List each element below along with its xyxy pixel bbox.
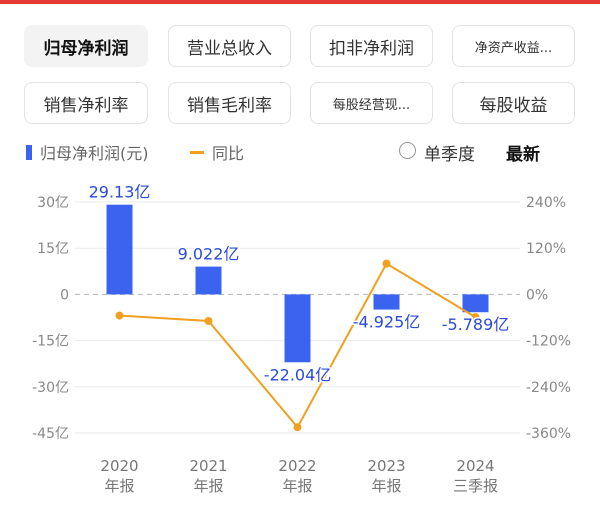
x-tick-label: 2024 <box>456 457 494 475</box>
x-tick-label: 2022 <box>278 457 316 475</box>
x-tick-label: 2023 <box>367 457 405 475</box>
legend-bar-swatch <box>26 144 32 160</box>
single-quarter-radio[interactable] <box>399 142 416 159</box>
y-left-tick-label: 30亿 <box>37 195 69 211</box>
tab-net-profit-deducted[interactable]: 扣非净利润 <box>310 25 433 67</box>
tab-total-revenue[interactable]: 营业总收入 <box>168 25 291 67</box>
y-left-tick-label: -15亿 <box>32 334 69 350</box>
y-left-tick-label: 0 <box>60 287 69 303</box>
y-right-tick-label: -120% <box>526 334 571 350</box>
profit-bar <box>284 294 311 363</box>
y-left-tick-label: -30亿 <box>32 380 69 396</box>
tab-net-profit-parent[interactable]: 归母净利润 <box>24 25 148 67</box>
profit-bar <box>106 204 133 295</box>
legend-yoy: 同比 <box>190 140 244 164</box>
yoy-point <box>382 259 391 268</box>
profit-bar <box>195 266 222 295</box>
legend-profit-label: 归母净利润(元) <box>40 144 149 163</box>
bar-data-label: 9.022亿 <box>178 245 240 264</box>
x-tick-sublabel: 年报 <box>104 477 134 495</box>
single-quarter-label[interactable]: 单季度 <box>424 145 475 165</box>
bar-data-label: -22.04亿 <box>264 365 332 384</box>
x-tick-sublabel: 年报 <box>193 477 223 495</box>
tab-eps[interactable]: 每股收益 <box>452 82 575 124</box>
yoy-point <box>471 313 480 322</box>
yoy-point <box>115 311 124 320</box>
legend-profit: 归母净利润(元) <box>26 140 149 164</box>
bar-data-label: 29.13亿 <box>89 183 151 202</box>
x-tick-label: 2021 <box>189 457 227 475</box>
x-tick-sublabel: 年报 <box>282 477 312 495</box>
top-accent-bar <box>0 0 600 4</box>
legend-yoy-label: 同比 <box>212 144 245 163</box>
y-right-tick-label: 240% <box>526 195 566 211</box>
yoy-point <box>293 423 302 432</box>
bar-data-label: -5.789亿 <box>442 315 510 334</box>
y-right-tick-label: -240% <box>526 380 571 396</box>
x-tick-sublabel: 年报 <box>371 477 401 495</box>
tab-roe[interactable]: 净资产收益... <box>452 25 575 67</box>
bar-data-label: -4.925亿 <box>353 313 421 332</box>
legend-line-swatch <box>190 150 204 154</box>
latest-toggle[interactable]: 最新 <box>506 145 540 165</box>
profit-bar <box>373 294 400 310</box>
x-tick-label: 2020 <box>100 457 138 475</box>
tab-ocf-per-share[interactable]: 每股经营现... <box>310 82 433 124</box>
y-right-tick-label: 120% <box>526 241 566 257</box>
yoy-point <box>204 316 213 325</box>
y-right-tick-label: 0% <box>526 287 548 303</box>
y-left-tick-label: -45亿 <box>32 426 69 442</box>
y-right-tick-label: -360% <box>526 426 571 442</box>
x-tick-sublabel: 三季报 <box>453 477 498 495</box>
y-left-tick-label: 15亿 <box>37 241 69 257</box>
profit-bar <box>462 294 489 313</box>
tab-gross-margin[interactable]: 销售毛利率 <box>168 82 291 124</box>
tab-net-margin[interactable]: 销售净利率 <box>24 82 148 124</box>
